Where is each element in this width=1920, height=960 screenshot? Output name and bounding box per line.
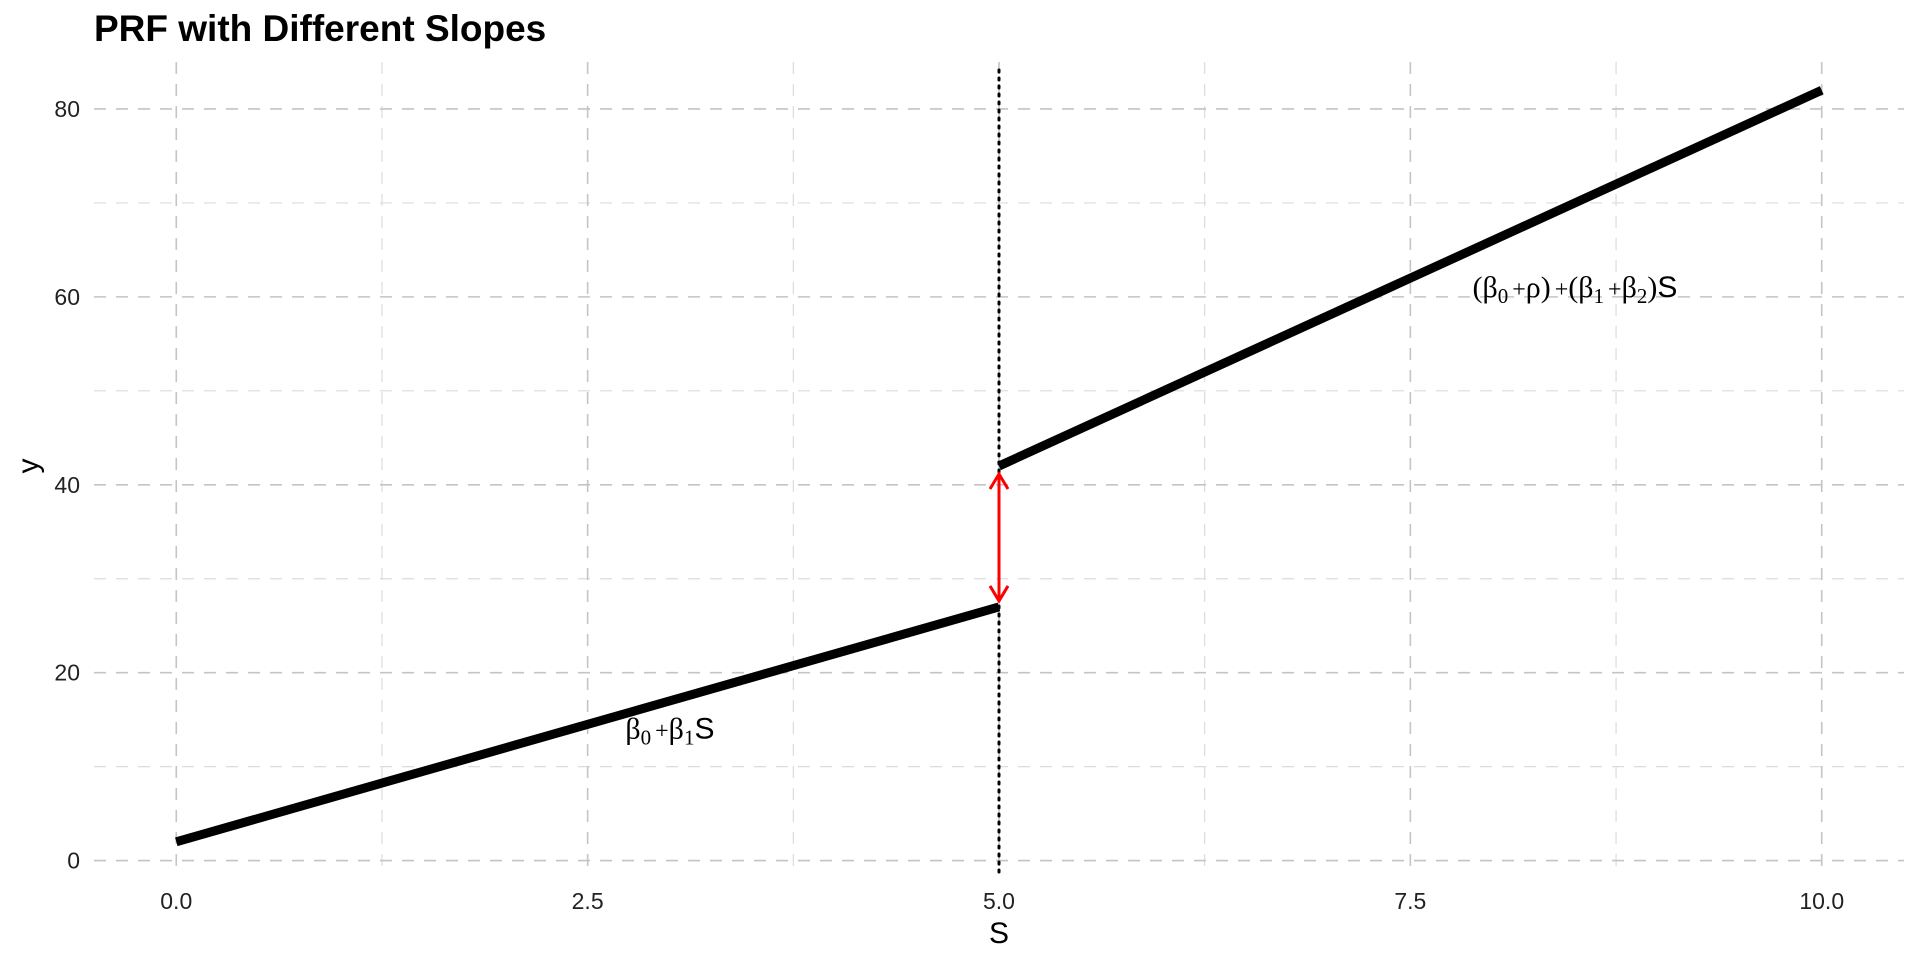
jump-arrow-head-up: [988, 471, 1010, 490]
annotation-2: (β0 +ρ) +(β1 +β2)S: [1472, 271, 1677, 308]
x-tick-label: 2.5: [572, 888, 604, 914]
y-tick-label: 40: [54, 472, 80, 498]
x-tick-label: 10.0: [1799, 888, 1844, 914]
x-tick-label: 7.5: [1394, 888, 1426, 914]
x-tick-label: 5.0: [983, 888, 1015, 914]
y-tick-label: 60: [54, 284, 80, 310]
annotation-1: β0 +β1S: [625, 712, 714, 749]
y-axis-title: y: [12, 459, 45, 474]
x-axis-title: S: [989, 917, 1009, 950]
series-line-2: [997, 86, 1824, 471]
y-tick-label: 80: [54, 96, 80, 122]
x-tick-label: 0.0: [160, 888, 192, 914]
jump-arrow-head-down: [988, 585, 1010, 604]
chart-title: PRF with Different Slopes: [94, 8, 547, 49]
y-tick-label: 0: [67, 848, 80, 874]
y-tick-label: 20: [54, 660, 80, 686]
series-line-1: [175, 602, 1001, 847]
